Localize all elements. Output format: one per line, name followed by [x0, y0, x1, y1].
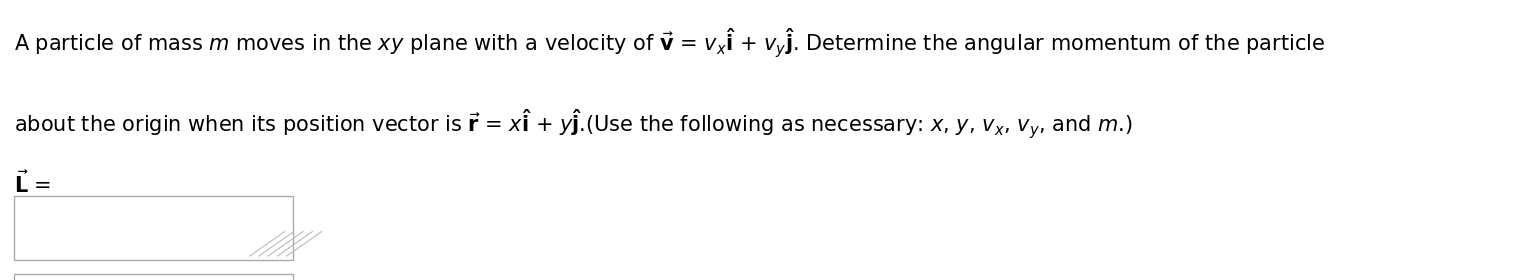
FancyBboxPatch shape [14, 196, 293, 260]
Text: $\mathbf{\vec{L}}$ =: $\mathbf{\vec{L}}$ = [14, 170, 51, 197]
FancyBboxPatch shape [14, 274, 293, 280]
Text: about the origin when its position vector is $\mathbf{\vec{r}}$ = $\it{x}$$\math: about the origin when its position vecto… [14, 108, 1133, 141]
Text: A particle of mass $\it{m}$ moves in the $\it{xy}$ plane with a velocity of $\ma: A particle of mass $\it{m}$ moves in the… [14, 27, 1324, 60]
